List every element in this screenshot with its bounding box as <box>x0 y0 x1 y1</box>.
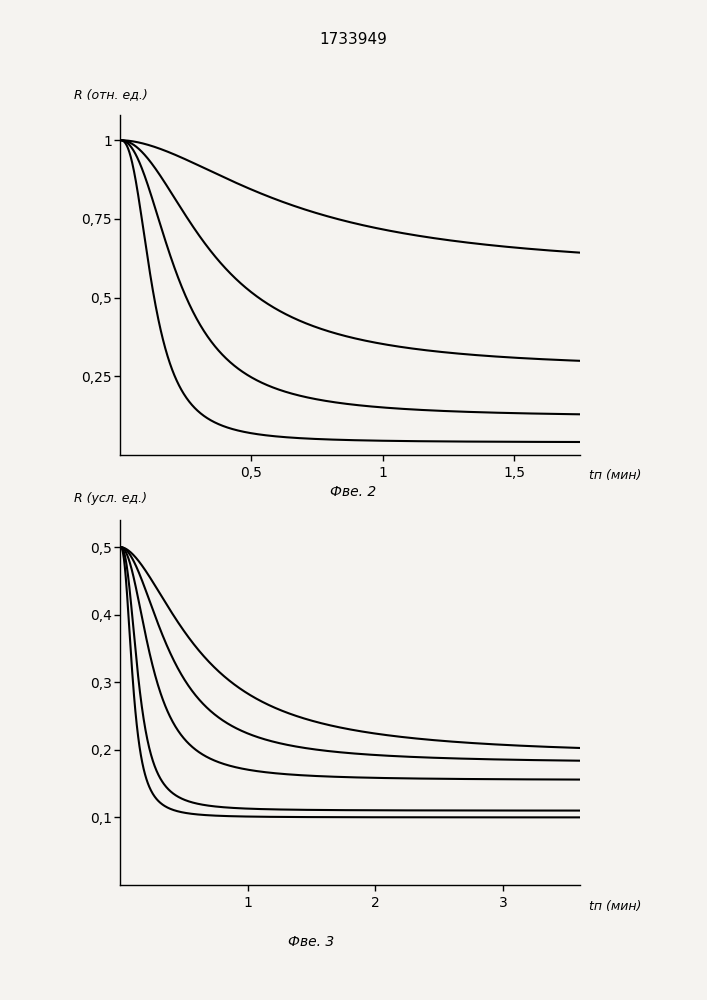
Text: R (усл. ед.): R (усл. ед.) <box>74 492 147 505</box>
Text: tп (мин): tп (мин) <box>589 469 641 482</box>
Text: R (отн. ед.): R (отн. ед.) <box>74 88 148 101</box>
Text: 1733949: 1733949 <box>320 32 387 47</box>
Text: Фве. 3: Фве. 3 <box>288 935 334 949</box>
Text: Фве. 2: Фве. 2 <box>330 485 377 499</box>
Text: tп (мин): tп (мин) <box>589 900 641 913</box>
